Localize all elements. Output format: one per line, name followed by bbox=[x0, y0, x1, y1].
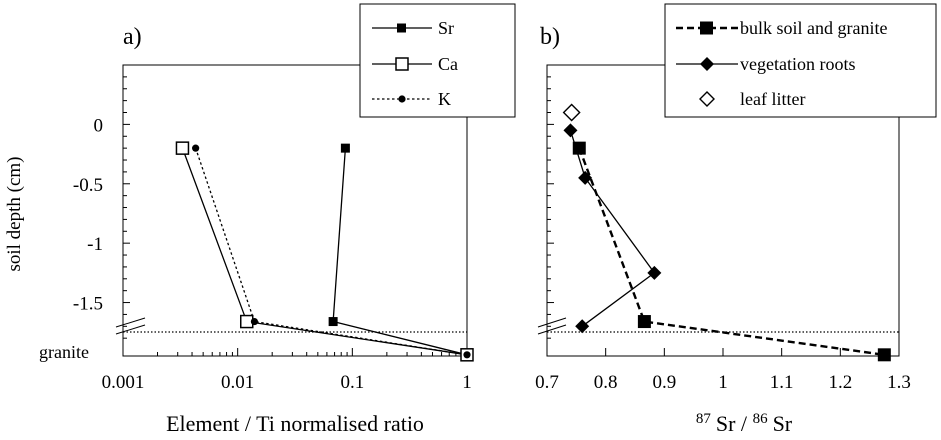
panel-b-axis-break bbox=[537, 317, 567, 335]
panel-b-vegetation-roots-point bbox=[575, 319, 590, 334]
x-label-sr-2: Sr bbox=[773, 411, 793, 436]
panel-b-vegetation-roots-point bbox=[647, 265, 662, 280]
panel-a-x-tick-label: 1 bbox=[462, 372, 472, 393]
panel-b-x-tick-label: 1.2 bbox=[828, 372, 852, 393]
legend-bulk-marker bbox=[700, 21, 713, 35]
panel-a-k-point bbox=[463, 351, 471, 359]
panel-b-y-axis bbox=[547, 76, 554, 339]
panel-b-x-tick-label: 1.3 bbox=[887, 372, 911, 393]
panel-b-x-tick-label: 1 bbox=[718, 372, 728, 393]
panel-b-legend: bulk soil and granite vegetation roots l… bbox=[664, 3, 937, 118]
legend-roots-marker bbox=[700, 57, 714, 71]
legend-sr-label: Sr bbox=[438, 18, 454, 38]
legend-sr-marker bbox=[397, 23, 406, 33]
panel-a-y-axis: 0 -0.5 -1 -1.5 bbox=[73, 76, 130, 339]
panel-a-sr-line bbox=[332, 148, 468, 356]
panel-a-ca-line bbox=[181, 147, 468, 356]
panel-b-x-tick-label: 0.7 bbox=[535, 372, 559, 393]
panel-a-y-tick-label: 0 bbox=[94, 115, 104, 136]
panel-b: b) 0.7 0.8 0.9 1 1.1 1.2 1.3 87 Sr / 86 Sr bulk … bbox=[535, 3, 937, 436]
panel-b-label: b) bbox=[540, 24, 560, 50]
panel-b-x-tick-label: 0.8 bbox=[594, 372, 618, 393]
panel-a-sr-point bbox=[328, 317, 338, 327]
panel-b-x-axis-label: 87 Sr / 86 Sr bbox=[696, 411, 793, 436]
panel-a-legend: Sr Ca K bbox=[359, 3, 516, 118]
legend-litter-label: leaf litter bbox=[740, 89, 805, 109]
panel-b-vegetation-roots-point bbox=[563, 123, 578, 138]
panel-a-x-tick-label: 0.01 bbox=[221, 372, 254, 393]
panel-b-vegetation-roots-line bbox=[569, 130, 656, 327]
panel-b-bulk-soil-and-granite-point bbox=[637, 315, 651, 329]
legend-ca-label: Ca bbox=[438, 54, 458, 74]
legend-bulk-label: bulk soil and granite bbox=[740, 18, 887, 38]
panel-a-frame bbox=[122, 64, 468, 357]
panel-a-ca-point bbox=[175, 141, 190, 155]
panel-b-leaf-litter-point bbox=[562, 103, 581, 122]
panel-a-y-tick-label: -1 bbox=[87, 234, 103, 255]
panel-b-x-tick-label: 1.1 bbox=[770, 372, 794, 393]
panel-a-series bbox=[175, 141, 474, 362]
panel-a-k-point bbox=[192, 144, 200, 152]
x-label-sup-86: 86 bbox=[753, 411, 769, 427]
panel-a-sr-point bbox=[340, 143, 350, 153]
legend-litter-marker bbox=[699, 91, 715, 107]
y-axis-label: soil depth (cm) bbox=[4, 156, 25, 271]
legend-roots-label: vegetation roots bbox=[740, 54, 855, 74]
panel-b-vegetation-roots-point bbox=[578, 170, 593, 185]
panel-a-axis-break bbox=[115, 317, 146, 335]
panel-b-bulk-soil-and-granite-point bbox=[877, 348, 891, 362]
x-label-sup-87: 87 bbox=[696, 411, 712, 427]
panel-a: a) 0 -0.5 -1 -1.5 0.001 0.01 0.1 1 Element / T… bbox=[73, 3, 516, 436]
x-label-sr-1: Sr / bbox=[716, 411, 753, 436]
panel-b-series bbox=[562, 103, 891, 362]
panel-a-k-point bbox=[250, 317, 259, 326]
panel-a-x-tick-label: 0.001 bbox=[102, 372, 145, 393]
panel-a-k-line bbox=[195, 147, 468, 356]
panel-a-x-axis: 0.001 0.01 0.1 1 bbox=[102, 348, 472, 393]
panel-a-x-tick-label: 0.1 bbox=[340, 372, 364, 393]
panel-a-y-tick-label: -0.5 bbox=[73, 175, 103, 196]
panel-b-bulk-soil-and-granite-point bbox=[572, 141, 586, 155]
panel-b-x-tick-label: 0.9 bbox=[652, 372, 676, 393]
legend-k-marker bbox=[398, 95, 406, 103]
panel-a-x-axis-label: Element / Ti normalised ratio bbox=[166, 411, 424, 436]
legend-ca-marker bbox=[395, 57, 409, 71]
panel-b-bulk-soil-and-granite-line bbox=[578, 147, 885, 357]
panel-b-x-axis: 0.7 0.8 0.9 1 1.1 1.2 1.3 bbox=[535, 348, 911, 393]
legend-k-label: K bbox=[438, 89, 451, 109]
panel-a-y-tick-label: -1.5 bbox=[73, 294, 103, 315]
panel-a-label: a) bbox=[123, 24, 142, 50]
granite-label: granite bbox=[39, 342, 89, 362]
